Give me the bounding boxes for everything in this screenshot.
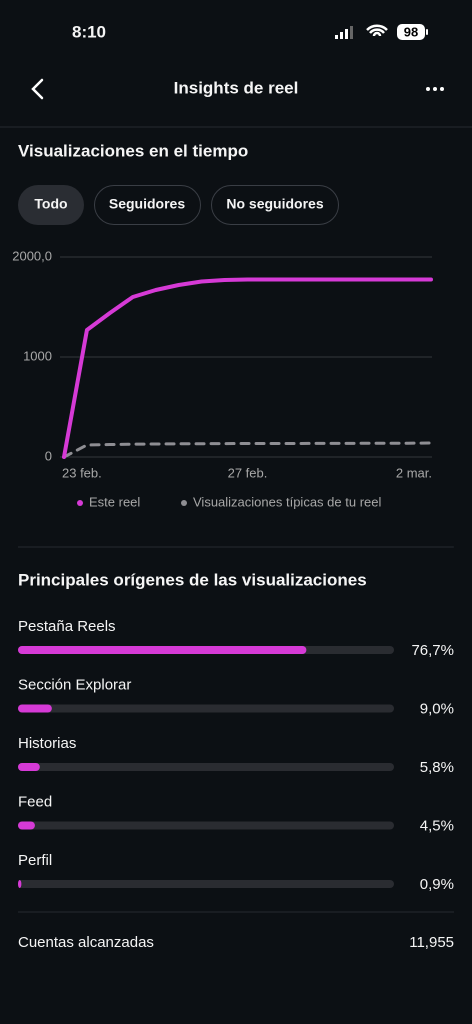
more-button[interactable] [426, 87, 444, 91]
tab-label: Todo [34, 196, 67, 212]
source-name: Pestaña Reels [18, 618, 116, 635]
value-label: 4,5% [420, 817, 454, 834]
tab[interactable] [18, 185, 84, 225]
bar-track [18, 704, 394, 713]
value-label: 5,8% [420, 759, 454, 776]
wifi [366, 24, 388, 37]
bar [18, 821, 35, 830]
time: 8:10 [72, 22, 106, 41]
value-label: 0,9% [420, 876, 454, 893]
value-label: 9,0% [420, 700, 454, 717]
y-tick-label: 2000,0 [12, 248, 52, 263]
bar-track [18, 763, 394, 771]
bar [18, 704, 52, 713]
series-line [62, 277, 433, 459]
legend-marker [77, 500, 83, 506]
battery-tip [426, 29, 428, 35]
source-name: Sección Explorar [18, 676, 131, 693]
bar [18, 880, 22, 888]
legend-marker [181, 500, 187, 506]
tab-label: Seguidores [109, 196, 185, 212]
source-name: Perfil [18, 852, 52, 869]
bar-track [18, 880, 394, 888]
x-tick-label: 23 feb. [62, 465, 102, 480]
footer-value: 11,955 [409, 934, 454, 951]
battery-level: 98 [404, 24, 418, 39]
bar [18, 763, 40, 771]
x-tick-label: 27 feb. [228, 465, 268, 480]
bar-track [18, 821, 394, 830]
section-title: Principales orígenes de las visualizacio… [18, 570, 367, 589]
legend-label: Visualizaciones típicas de tu reel [193, 494, 381, 509]
back-button[interactable] [31, 78, 44, 100]
source-name: Historias [18, 735, 76, 752]
legend-label: Este reel [89, 494, 140, 509]
section-title: Visualizaciones en el tiempo [18, 141, 248, 160]
bar [18, 646, 307, 654]
signal [335, 26, 353, 39]
x-tick-label: 2 mar. [396, 465, 432, 480]
tab-label: No seguidores [226, 196, 323, 212]
header-title: Insights de reel [174, 78, 299, 97]
y-tick-label: 0 [45, 448, 52, 463]
source-name: Feed [18, 793, 52, 810]
value-label: 76,7% [411, 642, 454, 659]
tab[interactable] [211, 185, 339, 225]
battery [397, 24, 425, 40]
footer-label: Cuentas alcanzadas [18, 934, 154, 951]
series-line [62, 441, 433, 459]
y-tick-label: 1000 [23, 348, 52, 363]
tab[interactable] [94, 185, 201, 225]
